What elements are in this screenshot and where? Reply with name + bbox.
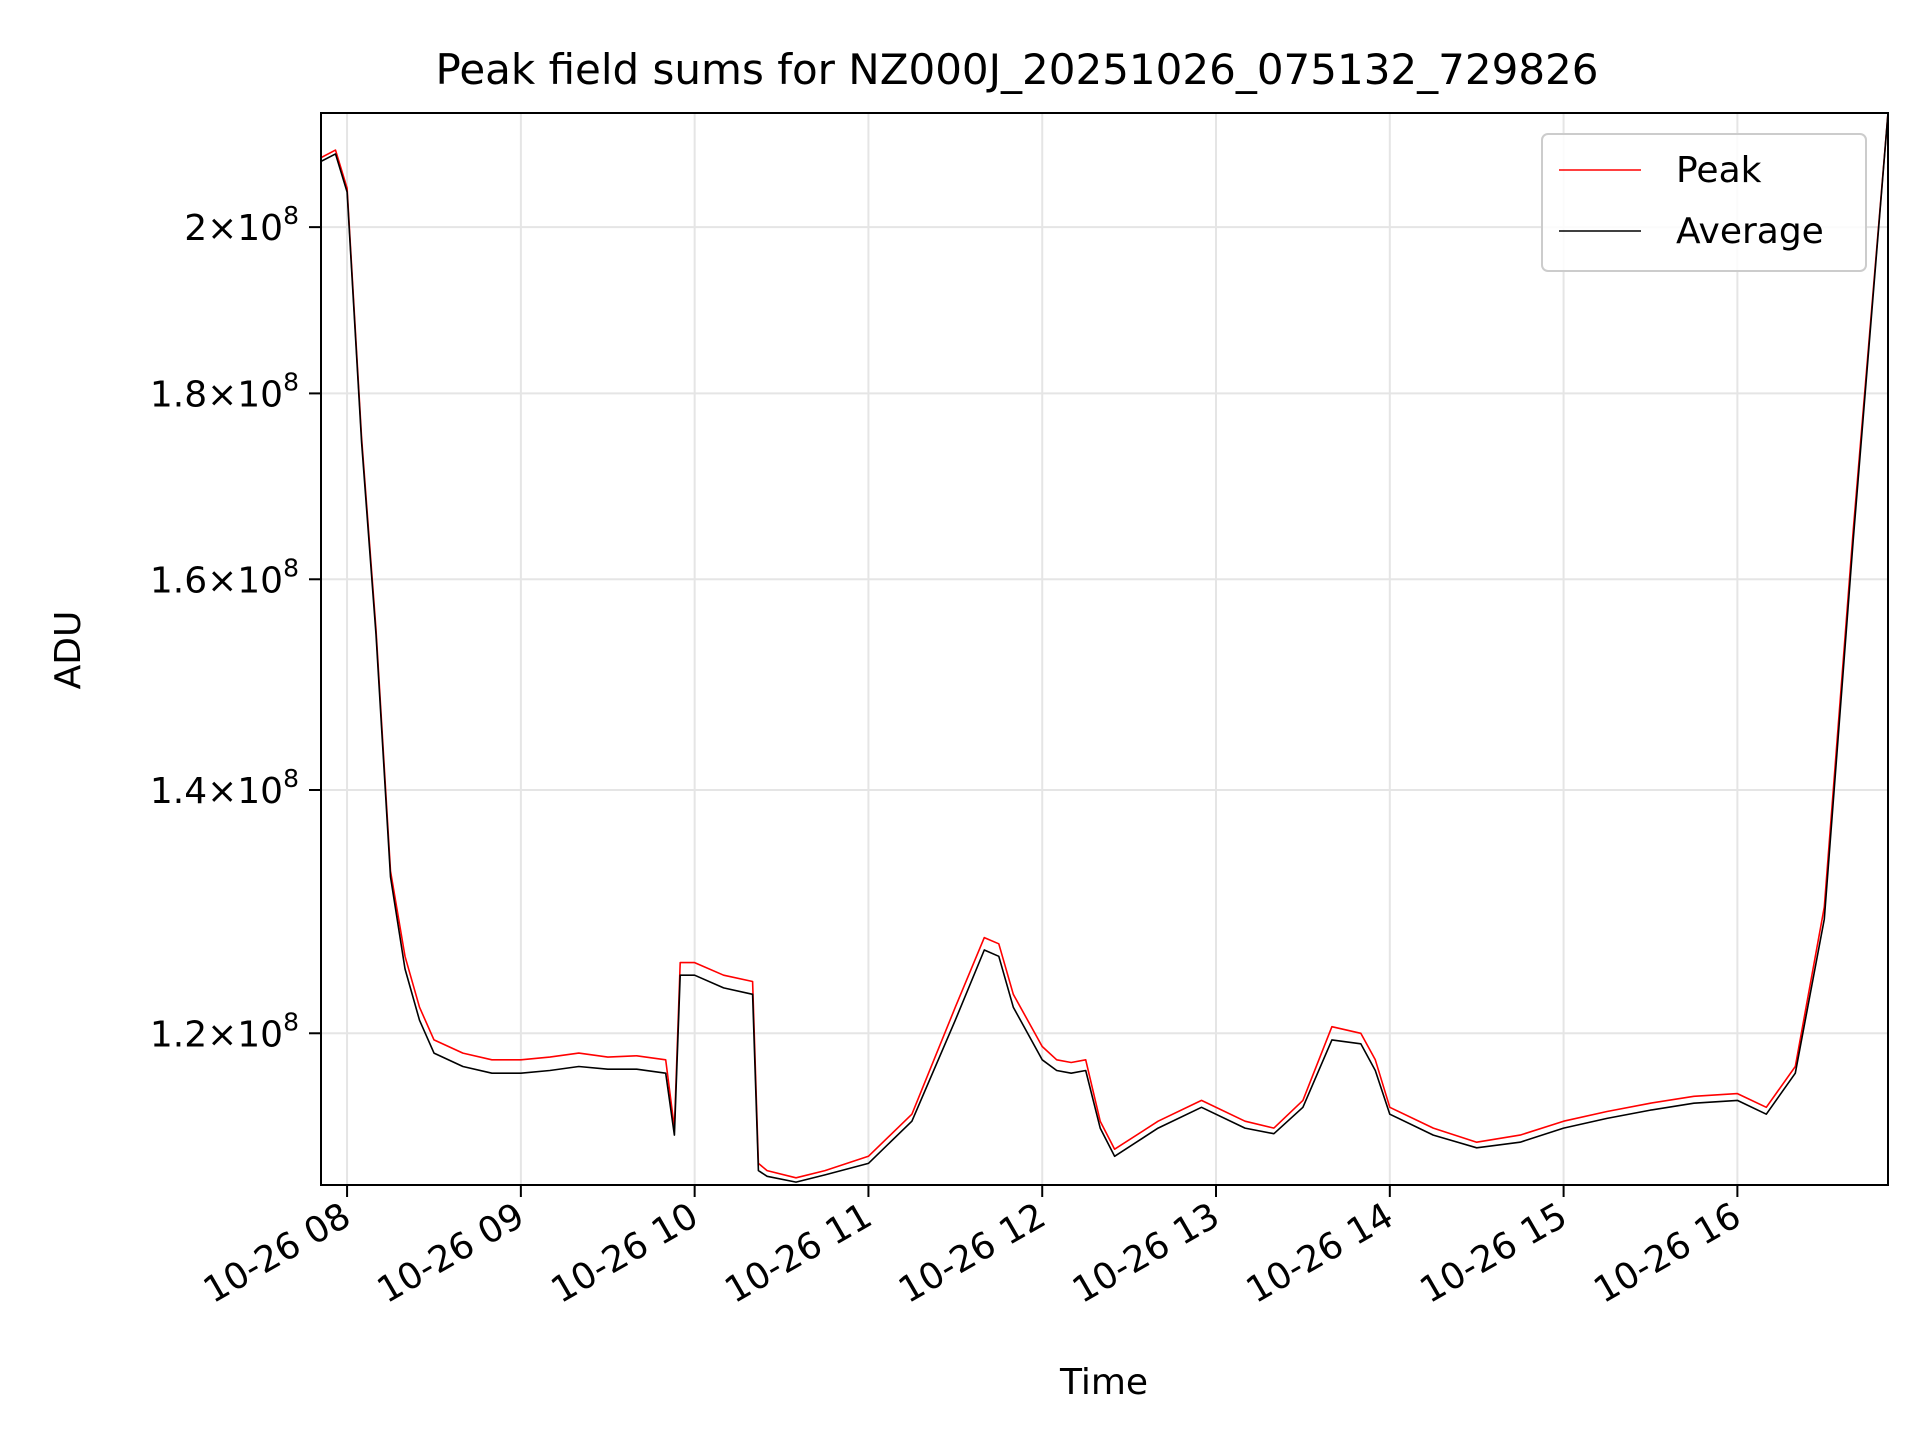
legend-peak-label: Peak [1676,150,1762,191]
y-tick-label: 2×108 [184,201,299,249]
y-tick-label: 1.4×108 [150,764,299,812]
y-tick-exponent: 8 [283,553,299,582]
legend-frame [1541,133,1867,272]
y-tick-times: × [207,771,237,812]
y-tick-base: 10 [237,560,283,601]
y-axis-label: ADU [48,611,89,690]
series-average-line [321,113,1888,1183]
x-axis-label: Time [1059,1362,1148,1403]
y-tick-base: 10 [237,771,283,812]
y-tick-mantissa: 1.2 [150,1014,207,1055]
y-tick-mantissa: 1.6 [150,560,207,601]
legend-average-label: Average [1676,211,1824,252]
y-tick-times: × [207,208,237,249]
legend: Peak Average [1541,133,1867,272]
y-tick-times: × [207,374,237,415]
y-tick-base: 10 [237,208,283,249]
y-tick-base: 10 [237,374,283,415]
chart-title: Peak field sums for NZ000J_20251026_0751… [436,45,1599,94]
y-tick-exponent: 8 [283,201,299,230]
plot-area [320,112,1889,1186]
y-tick-exponent: 8 [283,1007,299,1036]
y-tick-times: × [207,1014,237,1055]
y-tick-mantissa: 2 [184,208,207,249]
y-tick-mantissa: 1.8 [150,374,207,415]
grid-lines [321,113,1888,1185]
series-peak-line [321,113,1888,1179]
y-tick-label: 1.2×108 [150,1007,299,1055]
y-tick-times: × [207,560,237,601]
plot-frame [320,112,1889,1186]
y-tick-base: 10 [237,1014,283,1055]
y-tick-label: 1.6×108 [150,553,299,601]
y-tick-exponent: 8 [283,367,299,396]
y-tick-exponent: 8 [283,764,299,793]
y-tick-label: 1.8×108 [150,367,299,415]
y-tick-mantissa: 1.4 [150,771,207,812]
